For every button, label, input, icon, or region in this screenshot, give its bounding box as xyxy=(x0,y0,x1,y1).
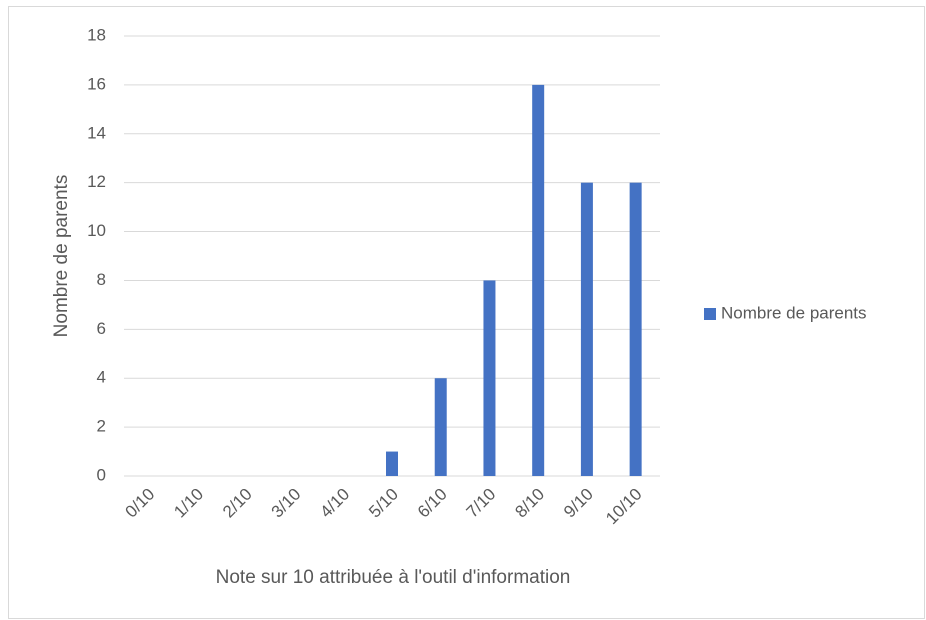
y-tick-label: 2 xyxy=(97,417,106,436)
y-tick-label: 6 xyxy=(97,319,106,338)
legend-label: Nombre de parents xyxy=(721,303,867,322)
x-axis-title: Note sur 10 attribuée à l'outil d'inform… xyxy=(216,567,571,588)
y-tick-label: 4 xyxy=(97,368,106,387)
bar xyxy=(532,84,545,476)
chart-frame xyxy=(8,6,925,619)
bar xyxy=(629,182,642,476)
y-tick-label: 18 xyxy=(87,25,106,44)
legend-swatch xyxy=(704,308,716,320)
y-tick-label: 12 xyxy=(87,172,106,191)
y-tick-label: 0 xyxy=(97,465,106,484)
y-tick-label: 8 xyxy=(97,270,106,289)
y-tick-label: 16 xyxy=(87,74,106,93)
bar xyxy=(386,451,398,476)
bar xyxy=(434,378,447,476)
bar xyxy=(483,280,496,476)
bar xyxy=(580,182,593,476)
y-tick-label: 14 xyxy=(87,123,106,142)
y-axis-title: Nombre de parents xyxy=(51,175,72,338)
y-tick-label: 10 xyxy=(87,221,106,240)
